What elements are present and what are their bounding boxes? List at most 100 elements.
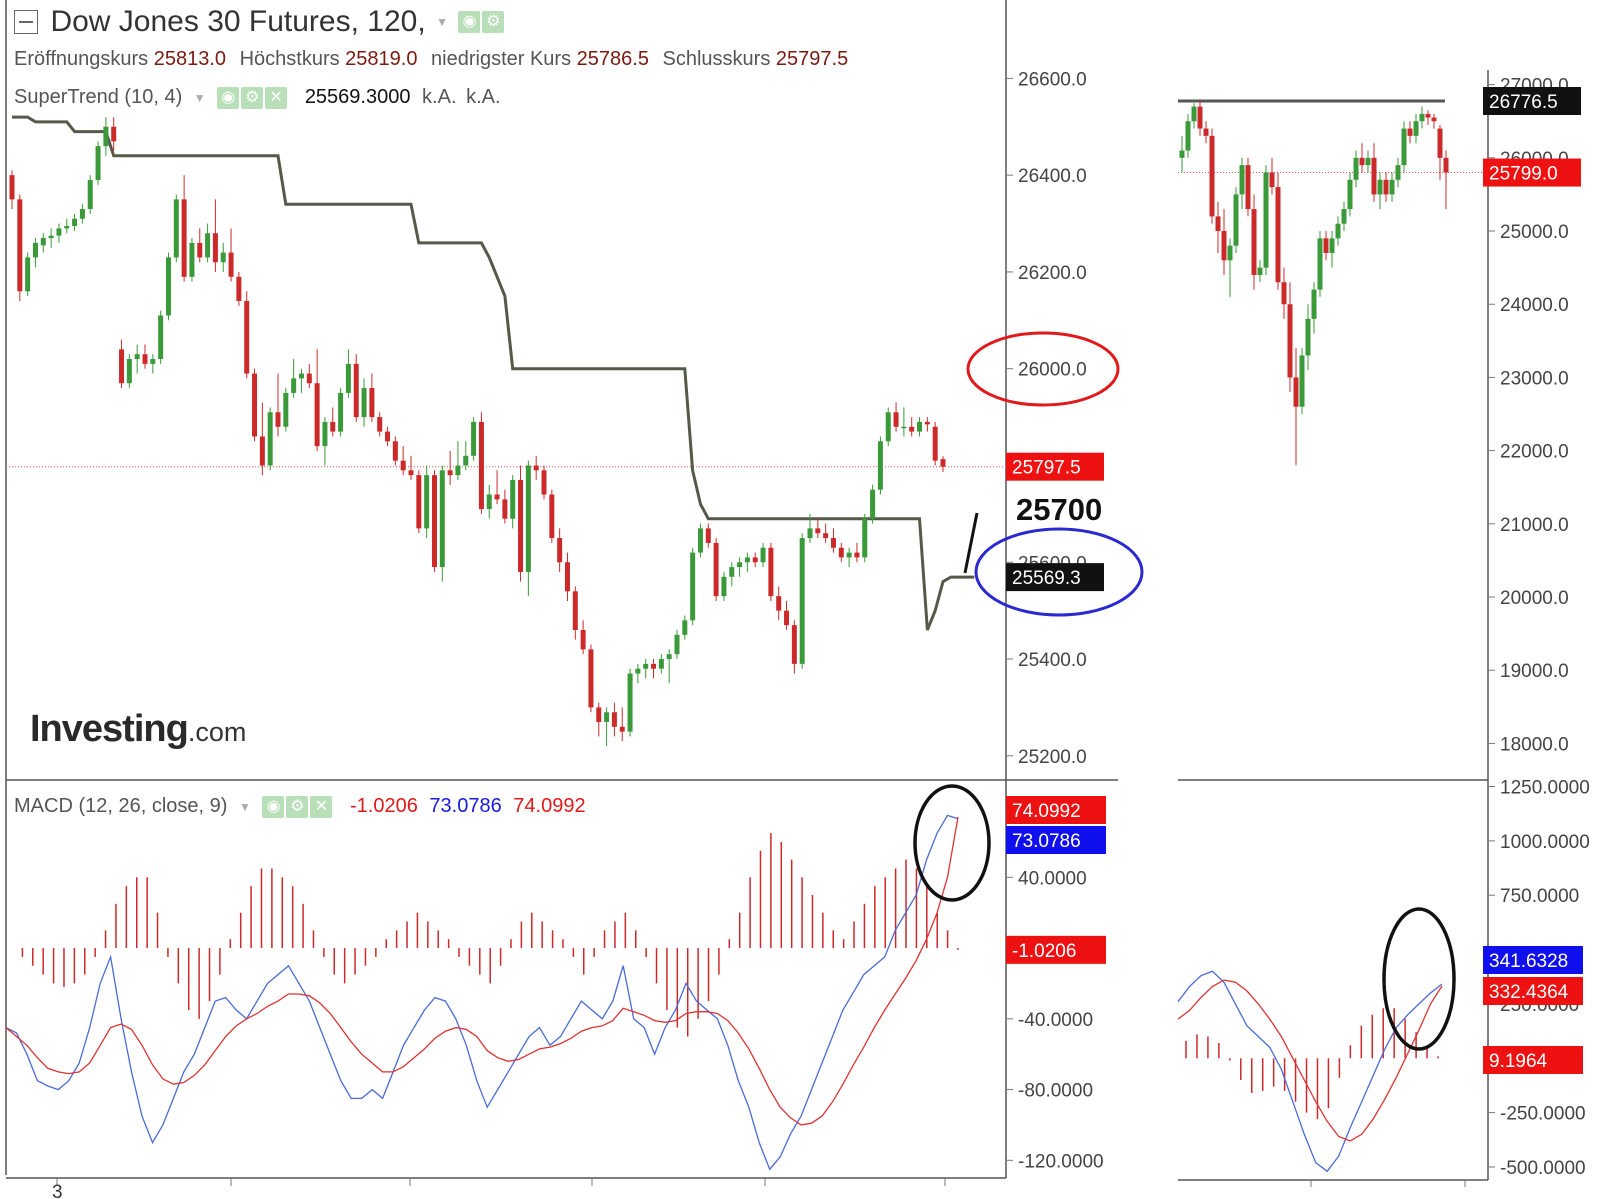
collapse-icon[interactable]: [14, 10, 38, 34]
chevron-down-icon[interactable]: ▼: [238, 799, 251, 814]
supertrend-na-1: k.A.: [422, 86, 457, 108]
close-icon[interactable]: ✕: [265, 86, 288, 109]
candle-body: [283, 392, 289, 427]
candle-body: [1425, 113, 1431, 118]
candle-body: [1377, 179, 1383, 195]
candle-body: [1245, 165, 1251, 210]
candle-body: [737, 562, 743, 568]
candle-body: [1221, 231, 1227, 261]
candle-body: [32, 242, 38, 258]
candle-body: [924, 421, 930, 425]
candle-body: [658, 659, 664, 669]
main-price-chart[interactable]: 26600.026400.026200.026000.025600.025400…: [6, 69, 1104, 768]
eye-icon[interactable]: ◉: [262, 795, 285, 818]
candle-body: [1359, 157, 1365, 166]
candle-body: [518, 480, 524, 572]
candle-body: [1239, 165, 1245, 195]
macd-chart[interactable]: 40.0000 -40.0000 -80.0000 -120.0000 74.0992 7…: [5, 796, 1106, 1172]
candle-body: [205, 233, 211, 258]
price-axis-tick-label: 26400.0: [1018, 166, 1087, 187]
gear-icon[interactable]: ⚙: [482, 11, 505, 33]
blue-circle-annotation: [974, 527, 1144, 617]
supertrend-label[interactable]: SuperTrend (10, 4): [14, 86, 183, 108]
candle-body: [392, 441, 398, 461]
candle-body: [173, 199, 179, 258]
candle-body: [1443, 157, 1449, 173]
price-axis-tick-label: 25400.0: [1018, 650, 1087, 671]
candle-body: [1437, 128, 1443, 158]
candle-body: [1191, 106, 1197, 122]
candle-body: [705, 528, 711, 543]
price-axis-tick-label: 25200.0: [1018, 747, 1087, 768]
candle-body: [275, 412, 281, 427]
candle-body: [1335, 223, 1341, 239]
candle-body: [635, 668, 641, 674]
candle-body: [1263, 172, 1269, 268]
last-price-tag: 25797.5: [1012, 458, 1081, 479]
candle-body: [25, 257, 31, 292]
candle-body: [564, 562, 570, 592]
macd-value-tag-bg: [1006, 826, 1106, 854]
right-last-price-tag: 25799.0: [1489, 164, 1558, 185]
candle-body: [494, 494, 500, 500]
eye-icon[interactable]: ◉: [458, 11, 481, 33]
macd-axis-tick-label: -80.0000: [1018, 1081, 1093, 1102]
candle-body: [1353, 157, 1359, 180]
right-price-axis-tick-label: 18000.0: [1500, 734, 1569, 755]
resistance-tag: 26776.5: [1489, 92, 1558, 113]
supertrend-tag-bg: [1006, 563, 1104, 592]
right-signal-line: [1177, 979, 1443, 1142]
candle-body: [1311, 289, 1317, 319]
candle-body: [197, 242, 203, 258]
right-price-axis-tick-label: 21000.0: [1500, 515, 1569, 536]
candle-body: [697, 528, 703, 553]
candle-body: [588, 649, 594, 708]
histogram-value-tag-bg: [1006, 935, 1106, 964]
candle-body: [1287, 304, 1293, 378]
gear-icon[interactable]: ⚙: [241, 86, 264, 109]
candle-body: [572, 591, 578, 630]
candle-body: [1215, 216, 1221, 232]
candle-body: [471, 421, 477, 456]
ohlc-low-value: 25786.5: [576, 48, 649, 70]
candle-body: [17, 199, 23, 292]
right-price-chart[interactable]: 27000.026000.025000.024000.023000.022000…: [1178, 76, 1581, 756]
candle-body: [1293, 377, 1299, 407]
red-circle-annotation: [966, 331, 1120, 407]
candle-body: [651, 663, 657, 669]
candle-body: [95, 146, 101, 180]
chart-title: Dow Jones 30 Futures, 120,: [50, 5, 426, 38]
candle-body: [580, 630, 586, 650]
right-macd-chart[interactable]: 1250.00001000.0000750.0000250.0000-250.0…: [1177, 778, 1590, 1179]
candle-body: [424, 475, 430, 529]
supertrend-tag: 25569.3: [1012, 568, 1081, 589]
candle-body: [1323, 238, 1329, 253]
candle-body: [807, 528, 813, 539]
candle-body: [830, 538, 836, 548]
candle-body: [854, 552, 860, 558]
eye-icon[interactable]: ◉: [217, 86, 240, 109]
chevron-down-icon[interactable]: ▼: [193, 90, 206, 105]
ohlc-bar: Eröffnungskurs 25813.0 Höchstkurs 25819.…: [14, 48, 848, 71]
candle-body: [713, 542, 719, 597]
candle-body: [525, 465, 531, 572]
candle-body: [1185, 121, 1191, 151]
close-icon[interactable]: ✕: [310, 795, 333, 818]
ohlc-close-value: 25797.5: [775, 48, 849, 70]
macd-hist-value: -1.0206: [350, 795, 418, 817]
candle-body: [604, 712, 610, 722]
candle-body: [932, 426, 938, 461]
candle-body: [1275, 187, 1281, 283]
x-tick-label: 3: [52, 1182, 63, 1199]
candle-body: [48, 235, 54, 239]
candle-body: [165, 257, 171, 316]
chevron-down-icon[interactable]: ▼: [436, 15, 449, 29]
macd-axis-tick-label: -120.0000: [1018, 1151, 1104, 1172]
gear-icon[interactable]: ⚙: [286, 795, 309, 818]
candle-body: [377, 417, 383, 432]
candle-body: [369, 388, 375, 418]
macd-label[interactable]: MACD (12, 26, close, 9): [14, 795, 228, 817]
ohlc-open-value: 25813.0: [153, 48, 227, 70]
right-macd-axis-tick-label: 750.0000: [1500, 886, 1579, 907]
